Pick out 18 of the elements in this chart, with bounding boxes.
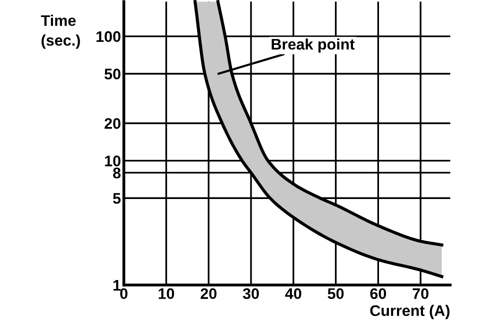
x-tick-label: 30 [242, 288, 259, 300]
y-tick-label: 50 [104, 68, 120, 80]
x-tick-label: 50 [328, 288, 344, 300]
x-tick-label: 60 [370, 288, 386, 300]
y-tick-label: 10 [105, 156, 120, 166]
x-tick-label: 20 [200, 288, 216, 300]
x-tick-label: 0 [120, 288, 128, 300]
y-axis-title: Time (sec.) [40, 14, 80, 49]
x-tick-label: 70 [412, 288, 428, 300]
annotation: Break point [272, 38, 355, 53]
x-tick-label: 40 [285, 288, 302, 300]
y-tick-label: 5 [113, 193, 121, 204]
y-tick-label: 8 [113, 168, 121, 178]
y-tick-label: 1 [114, 280, 121, 291]
y-tick-label: 100 [96, 31, 120, 42]
x-axis-title: Current (A) [370, 304, 450, 320]
x-tick-label: 10 [158, 288, 174, 300]
y-tick-label: 20 [104, 118, 120, 129]
